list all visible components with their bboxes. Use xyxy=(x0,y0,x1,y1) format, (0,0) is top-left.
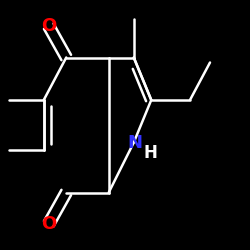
Text: O: O xyxy=(41,17,56,35)
Text: O: O xyxy=(41,215,56,233)
Text: N: N xyxy=(128,134,142,152)
Text: H: H xyxy=(143,144,157,162)
